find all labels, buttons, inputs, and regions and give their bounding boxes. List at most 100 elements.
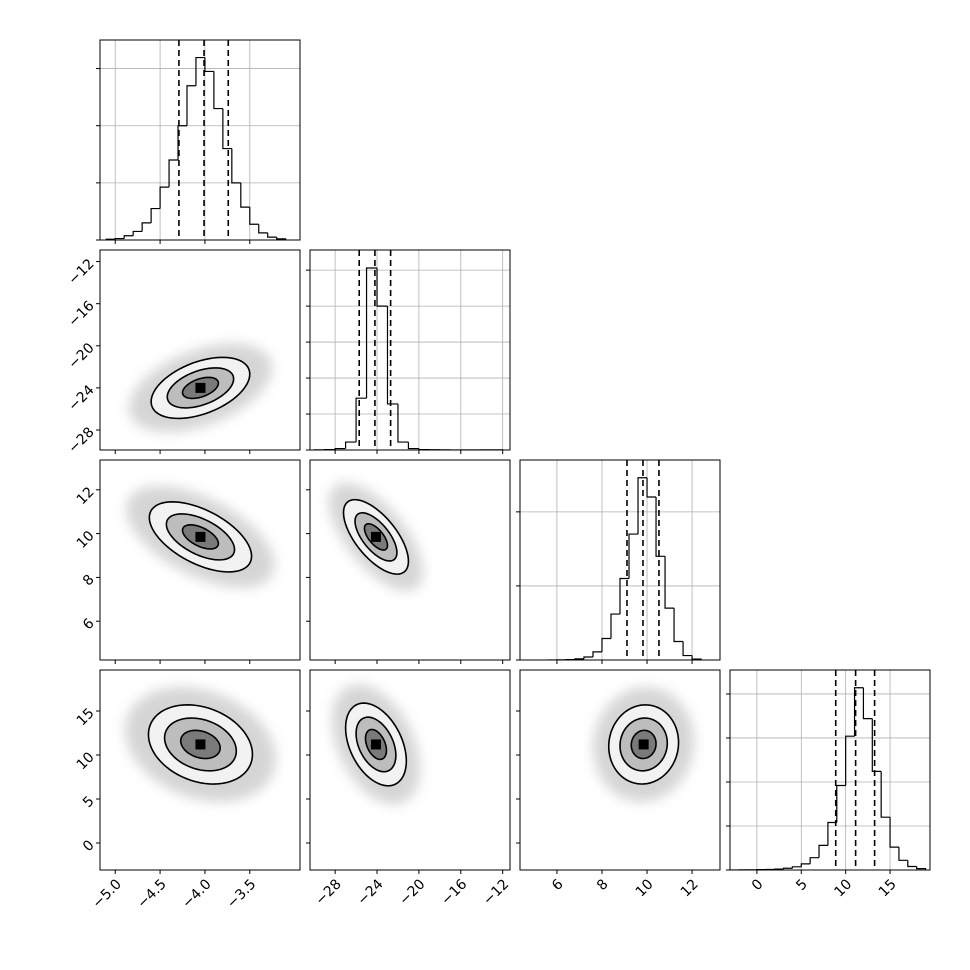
histogram-bin xyxy=(637,477,648,535)
panel-frame xyxy=(99,459,301,661)
density-peak xyxy=(638,739,649,750)
histogram-bin xyxy=(862,687,873,720)
y-tick-label: −12 xyxy=(65,256,97,288)
panel-body xyxy=(100,40,300,240)
histogram-bin xyxy=(898,847,908,861)
histogram-bin xyxy=(907,860,917,868)
histogram-bin xyxy=(673,608,684,643)
panel: −5.0 −4.5 −4.0 −3.5 0 5 10 15 xyxy=(74,669,301,912)
panel xyxy=(306,459,511,664)
y-tick-label: 15 xyxy=(74,705,98,729)
histogram-bin xyxy=(231,148,241,184)
histogram-bin xyxy=(240,182,250,208)
histogram-bin xyxy=(418,448,430,450)
y-tick-label: 12 xyxy=(74,484,98,508)
panel-body xyxy=(730,670,930,870)
histogram-bin xyxy=(800,863,811,867)
histogram-bin xyxy=(150,207,161,223)
histogram-bin xyxy=(141,222,152,232)
panel-frame xyxy=(519,669,721,871)
histogram-bin xyxy=(655,497,666,557)
histogram-bin xyxy=(682,641,693,657)
panel xyxy=(516,459,721,664)
histogram-bin xyxy=(827,821,837,846)
panel-frame xyxy=(519,459,721,661)
panel-body xyxy=(331,684,420,805)
histogram-bin xyxy=(195,56,205,86)
histogram-bin xyxy=(123,235,134,239)
y-tick-label: −28 xyxy=(65,424,97,456)
density-peak xyxy=(195,531,206,542)
x-tick-label: −5.0 xyxy=(90,876,125,911)
panel: −28 −24 −20 −16 −12 xyxy=(65,249,301,457)
panel-body xyxy=(310,250,510,450)
histogram-bin xyxy=(871,718,882,773)
histogram-bin xyxy=(267,232,277,238)
histogram-bin xyxy=(376,267,388,307)
x-tick-label: −4.0 xyxy=(179,876,214,911)
panel-frame xyxy=(99,39,301,241)
histogram-bin xyxy=(880,771,891,818)
y-tick-label: −16 xyxy=(65,298,97,330)
histogram-bin xyxy=(664,556,675,609)
histogram-bin xyxy=(386,306,398,405)
histogram-bin xyxy=(889,817,899,848)
histogram-bin xyxy=(818,844,828,858)
y-tick-label: 10 xyxy=(74,528,98,552)
x-tick-label: −16 xyxy=(438,876,470,908)
panel-body xyxy=(125,687,276,802)
density-peak xyxy=(370,739,381,750)
x-tick-label: 15 xyxy=(876,876,900,900)
x-tick-label: −12 xyxy=(480,876,512,908)
panel xyxy=(306,249,511,454)
x-tick-label: 5 xyxy=(793,876,811,894)
histogram-bin xyxy=(407,442,419,450)
histogram-bin xyxy=(365,267,378,399)
histogram-bin xyxy=(610,613,620,639)
histogram-bin xyxy=(628,533,639,579)
x-tick-label: 10 xyxy=(633,876,657,900)
histogram-bin xyxy=(646,477,657,498)
histogram-bin xyxy=(258,224,268,234)
histogram-bin xyxy=(853,687,864,737)
density-peak xyxy=(195,739,206,750)
histogram-bin xyxy=(132,230,143,236)
histogram-bin xyxy=(186,85,196,126)
x-tick-label: 0 xyxy=(749,876,767,894)
histogram-bin xyxy=(791,866,802,869)
panel: 6 8 10 12 xyxy=(74,459,301,664)
histogram-bin xyxy=(809,857,820,864)
histogram-bin xyxy=(592,651,602,658)
panel-frame xyxy=(309,249,511,451)
y-tick-label: −20 xyxy=(65,340,97,372)
histogram-bin xyxy=(601,637,611,652)
x-tick-label: −4.5 xyxy=(134,876,169,911)
y-tick-label: 6 xyxy=(80,616,98,634)
panel-frame xyxy=(309,459,511,661)
histogram-bin xyxy=(583,656,593,659)
x-tick-label: −20 xyxy=(396,876,428,908)
panel-body xyxy=(128,343,272,433)
histogram-bin xyxy=(836,784,846,823)
y-tick-label: −24 xyxy=(65,382,97,414)
histogram-bin xyxy=(845,735,855,786)
x-tick-label: 10 xyxy=(831,876,855,900)
histogram-bin xyxy=(168,159,179,188)
panel: −28 −24 −20 −16 −12 xyxy=(306,669,512,909)
histogram-bin xyxy=(204,57,214,73)
panel-body xyxy=(328,482,424,591)
x-tick-label: 12 xyxy=(678,876,702,900)
panel-frame xyxy=(99,669,301,871)
panel-body xyxy=(593,687,695,802)
panel-body xyxy=(126,486,275,588)
panel-frame xyxy=(99,249,301,451)
histogram-bin xyxy=(355,397,367,443)
y-tick-label: 0 xyxy=(80,837,98,855)
histogram-bin xyxy=(276,237,287,240)
histogram-bin xyxy=(213,71,223,110)
panel xyxy=(96,39,301,244)
x-tick-label: −28 xyxy=(313,876,345,908)
histogram-bin xyxy=(249,207,259,225)
histogram-bin xyxy=(159,186,170,209)
